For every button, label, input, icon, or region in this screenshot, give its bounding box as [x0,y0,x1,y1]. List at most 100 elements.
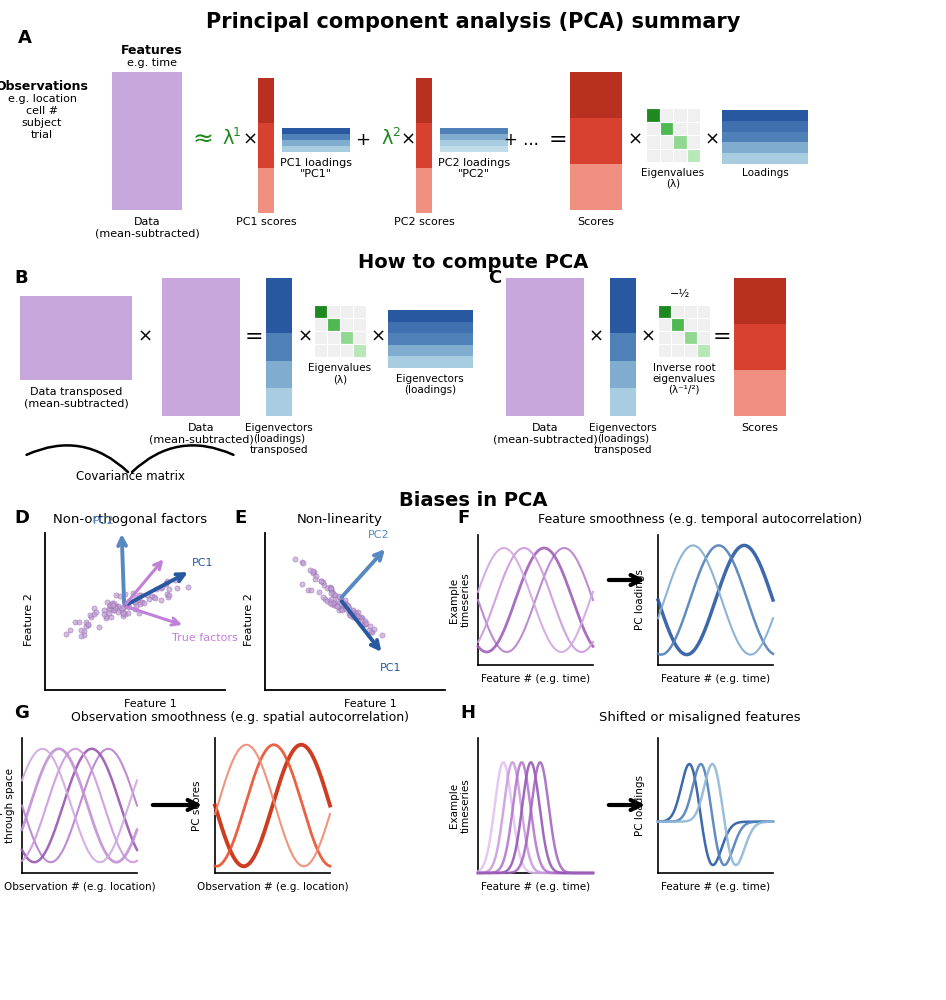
Bar [266,361,292,388]
Point [328,595,343,611]
Text: e.g. time: e.g. time [127,58,177,68]
Bar [610,361,636,388]
Text: subject: subject [22,118,62,128]
Text: PC loadings: PC loadings [635,570,645,631]
Point [356,616,371,632]
Bar [673,135,687,148]
Text: Feature # (e.g. time): Feature # (e.g. time) [661,882,770,892]
Bar [722,132,808,142]
Point [96,606,112,622]
Bar [734,278,786,301]
Point [322,595,337,611]
Point [324,582,339,598]
Point [115,605,131,621]
Bar [266,306,292,333]
Point [133,587,149,603]
Point [345,602,360,618]
Point [324,580,339,596]
Bar [646,135,659,148]
Point [73,622,88,638]
Bar [266,388,292,416]
Point [167,572,183,588]
Point [106,602,121,618]
Point [80,616,96,632]
Bar [671,344,684,357]
Point [355,612,370,628]
Point [169,580,184,596]
Bar [658,318,671,331]
Point [318,591,333,607]
Bar [673,148,687,162]
Bar [658,331,671,344]
Point [306,565,321,581]
Bar [440,146,508,152]
Point [115,605,131,621]
Bar [646,121,659,135]
Text: (λ): (λ) [666,179,680,189]
Point [358,616,373,632]
Point [348,605,363,621]
Text: cell #: cell # [26,106,58,116]
Bar [659,108,673,121]
Point [120,605,135,621]
Bar [658,305,671,318]
Text: Observation smoothness (e.g. spatial autocorrelation): Observation smoothness (e.g. spatial aut… [71,712,409,724]
Point [288,551,303,567]
Bar [673,108,687,121]
Bar [684,318,697,331]
Point [313,573,328,589]
Bar [671,305,684,318]
Bar [506,278,584,416]
Point [338,597,353,613]
Point [345,603,360,619]
Point [162,587,177,603]
Point [341,598,356,614]
Bar [258,123,274,145]
Point [79,618,94,634]
Text: Feature 2: Feature 2 [24,594,34,646]
Bar [282,134,350,140]
Point [329,598,344,614]
Bar [353,331,366,344]
Point [315,589,330,605]
Point [82,607,97,623]
Point [314,573,329,589]
Point [311,584,326,600]
Bar [388,356,473,368]
Point [89,604,104,620]
Bar [697,318,710,331]
Bar [687,148,700,162]
Bar [697,331,710,344]
Text: Data: Data [187,423,215,433]
Point [333,599,348,615]
Bar [314,318,327,331]
Point [113,588,128,604]
Point [119,595,134,611]
Point [107,602,122,618]
Point [62,622,78,638]
Point [103,609,118,625]
Bar [734,347,786,370]
Bar [697,344,710,357]
Point [159,575,174,591]
Point [77,627,92,643]
Point [59,626,74,642]
Text: 2: 2 [392,125,400,138]
Point [102,600,117,616]
Bar [416,145,432,168]
Text: (mean-subtracted): (mean-subtracted) [149,434,254,444]
Point [115,600,131,616]
Point [154,579,169,595]
Point [316,577,331,593]
Bar [353,344,366,357]
Bar [314,331,327,344]
Text: ×: × [705,131,720,149]
Bar [388,322,473,333]
Text: ×: × [400,131,415,149]
Point [102,597,117,613]
Point [347,608,362,624]
Bar [388,333,473,345]
Point [295,555,310,571]
Point [114,600,130,616]
Point [149,581,164,597]
